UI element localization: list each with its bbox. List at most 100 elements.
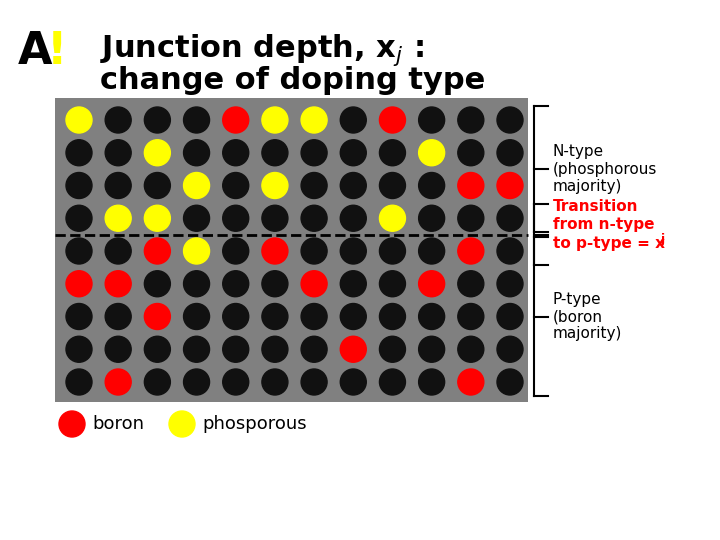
Text: Junction depth, x$_j$ :: Junction depth, x$_j$ : <box>100 32 424 68</box>
Circle shape <box>341 336 366 362</box>
Text: Transition
from n-type
to p-type = x: Transition from n-type to p-type = x <box>553 199 665 251</box>
Circle shape <box>341 271 366 297</box>
Circle shape <box>66 369 92 395</box>
Circle shape <box>105 271 131 297</box>
Circle shape <box>145 140 171 166</box>
Circle shape <box>145 172 171 199</box>
Circle shape <box>341 238 366 264</box>
Circle shape <box>184 336 210 362</box>
Circle shape <box>66 205 92 231</box>
Circle shape <box>222 238 248 264</box>
Circle shape <box>341 205 366 231</box>
Circle shape <box>497 205 523 231</box>
Circle shape <box>301 238 327 264</box>
Circle shape <box>301 140 327 166</box>
Bar <box>55 98 528 402</box>
Text: phosporous: phosporous <box>202 415 307 433</box>
Circle shape <box>66 172 92 199</box>
Circle shape <box>458 369 484 395</box>
Circle shape <box>262 172 288 199</box>
Circle shape <box>184 107 210 133</box>
Circle shape <box>145 303 171 329</box>
Circle shape <box>301 303 327 329</box>
Circle shape <box>379 107 405 133</box>
Circle shape <box>418 238 445 264</box>
Circle shape <box>379 303 405 329</box>
Circle shape <box>341 369 366 395</box>
Circle shape <box>301 205 327 231</box>
Circle shape <box>262 238 288 264</box>
Circle shape <box>458 107 484 133</box>
Circle shape <box>184 303 210 329</box>
Circle shape <box>145 205 171 231</box>
Circle shape <box>418 205 445 231</box>
Circle shape <box>341 107 366 133</box>
Circle shape <box>66 271 92 297</box>
Circle shape <box>262 205 288 231</box>
Circle shape <box>66 238 92 264</box>
Text: A: A <box>18 30 53 73</box>
Circle shape <box>262 303 288 329</box>
Circle shape <box>458 336 484 362</box>
Circle shape <box>145 107 171 133</box>
Circle shape <box>301 107 327 133</box>
Circle shape <box>222 369 248 395</box>
Circle shape <box>341 172 366 199</box>
Circle shape <box>105 172 131 199</box>
Circle shape <box>262 271 288 297</box>
Circle shape <box>379 172 405 199</box>
Circle shape <box>379 205 405 231</box>
Circle shape <box>184 369 210 395</box>
Circle shape <box>301 336 327 362</box>
Text: N-type
(phosphorous
majority): N-type (phosphorous majority) <box>553 144 657 194</box>
Circle shape <box>105 238 131 264</box>
Circle shape <box>145 238 171 264</box>
Circle shape <box>497 172 523 199</box>
Circle shape <box>341 140 366 166</box>
Circle shape <box>262 369 288 395</box>
Circle shape <box>59 411 85 437</box>
Circle shape <box>418 303 445 329</box>
Text: boron: boron <box>92 415 144 433</box>
Circle shape <box>418 107 445 133</box>
Circle shape <box>497 303 523 329</box>
Circle shape <box>184 271 210 297</box>
Circle shape <box>66 140 92 166</box>
Circle shape <box>262 336 288 362</box>
Circle shape <box>497 238 523 264</box>
Text: j: j <box>660 233 664 246</box>
Circle shape <box>379 271 405 297</box>
Circle shape <box>458 172 484 199</box>
Circle shape <box>222 205 248 231</box>
Circle shape <box>222 140 248 166</box>
Circle shape <box>418 140 445 166</box>
Circle shape <box>497 336 523 362</box>
Circle shape <box>105 205 131 231</box>
Circle shape <box>458 205 484 231</box>
Text: !: ! <box>47 30 68 73</box>
Circle shape <box>105 336 131 362</box>
Circle shape <box>418 336 445 362</box>
Circle shape <box>458 271 484 297</box>
Circle shape <box>301 172 327 199</box>
Circle shape <box>262 107 288 133</box>
Circle shape <box>301 271 327 297</box>
Circle shape <box>379 336 405 362</box>
Circle shape <box>379 238 405 264</box>
Circle shape <box>458 140 484 166</box>
Circle shape <box>66 303 92 329</box>
Circle shape <box>418 369 445 395</box>
Circle shape <box>458 303 484 329</box>
Circle shape <box>497 369 523 395</box>
Circle shape <box>145 271 171 297</box>
Circle shape <box>169 411 195 437</box>
Circle shape <box>105 303 131 329</box>
Circle shape <box>301 369 327 395</box>
Circle shape <box>418 271 445 297</box>
Circle shape <box>105 140 131 166</box>
Circle shape <box>379 140 405 166</box>
Circle shape <box>145 369 171 395</box>
Circle shape <box>341 303 366 329</box>
Circle shape <box>418 172 445 199</box>
Circle shape <box>262 140 288 166</box>
